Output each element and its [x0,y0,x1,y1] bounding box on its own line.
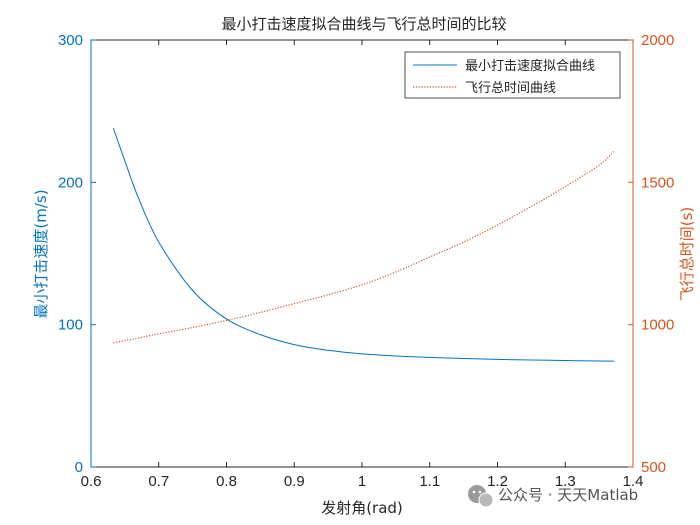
y-right-tick-label: 1500 [641,174,674,191]
x-tick-label: 1.4 [623,473,644,490]
y-left-tick-label: 0 [75,459,83,476]
y-left-tick-label: 200 [58,174,83,191]
y-right-tick-label: 1000 [641,317,674,334]
legend: 最小打击速度拟合曲线 飞行总时间曲线 [404,51,621,99]
x-tick-label: 1.1 [419,473,440,490]
wechat-icon [468,485,494,508]
x-tick-label: 0.6 [81,473,102,490]
y-axis-left-title: 最小打击速度(m/s) [32,189,50,318]
x-tick-label: 0.7 [148,473,169,490]
legend-box [404,51,621,99]
x-tick-label: 0.8 [216,473,237,490]
y-right-tick-label: 500 [641,459,666,476]
x-axis: 0.6 0.7 0.8 0.9 1 1.1 1.2 1.3 1.4 [81,40,644,490]
x-tick-label: 0.9 [284,473,305,490]
watermark: 公众号 · 天天Matlab [468,485,638,508]
y-left-tick-label: 300 [58,32,83,49]
watermark-text: 公众号 · 天天Matlab [498,486,638,504]
series-flight-time [113,150,615,344]
x-tick-label: 1 [358,473,366,490]
x-tick-label: 1.2 [487,473,508,490]
y-axis-right-title: 飞行总时间(s) [678,207,696,302]
x-tick-label: 1.3 [555,473,576,490]
x-axis-title: 发射角(rad) [321,499,403,517]
y-axis-right: 500 1000 1500 2000 [628,32,674,476]
series-min-strike-speed [112,128,615,362]
chart-title: 最小打击速度拟合曲线与飞行总时间的比较 [221,15,506,33]
y-right-tick-label: 2000 [641,32,674,49]
legend-label-flight-time: 飞行总时间曲线 [465,81,556,96]
legend-label-speed: 最小打击速度拟合曲线 [465,58,595,74]
plot-area [90,39,634,468]
y-left-tick-label: 100 [58,317,83,334]
y-axis-left: 0 100 200 300 [58,32,96,476]
